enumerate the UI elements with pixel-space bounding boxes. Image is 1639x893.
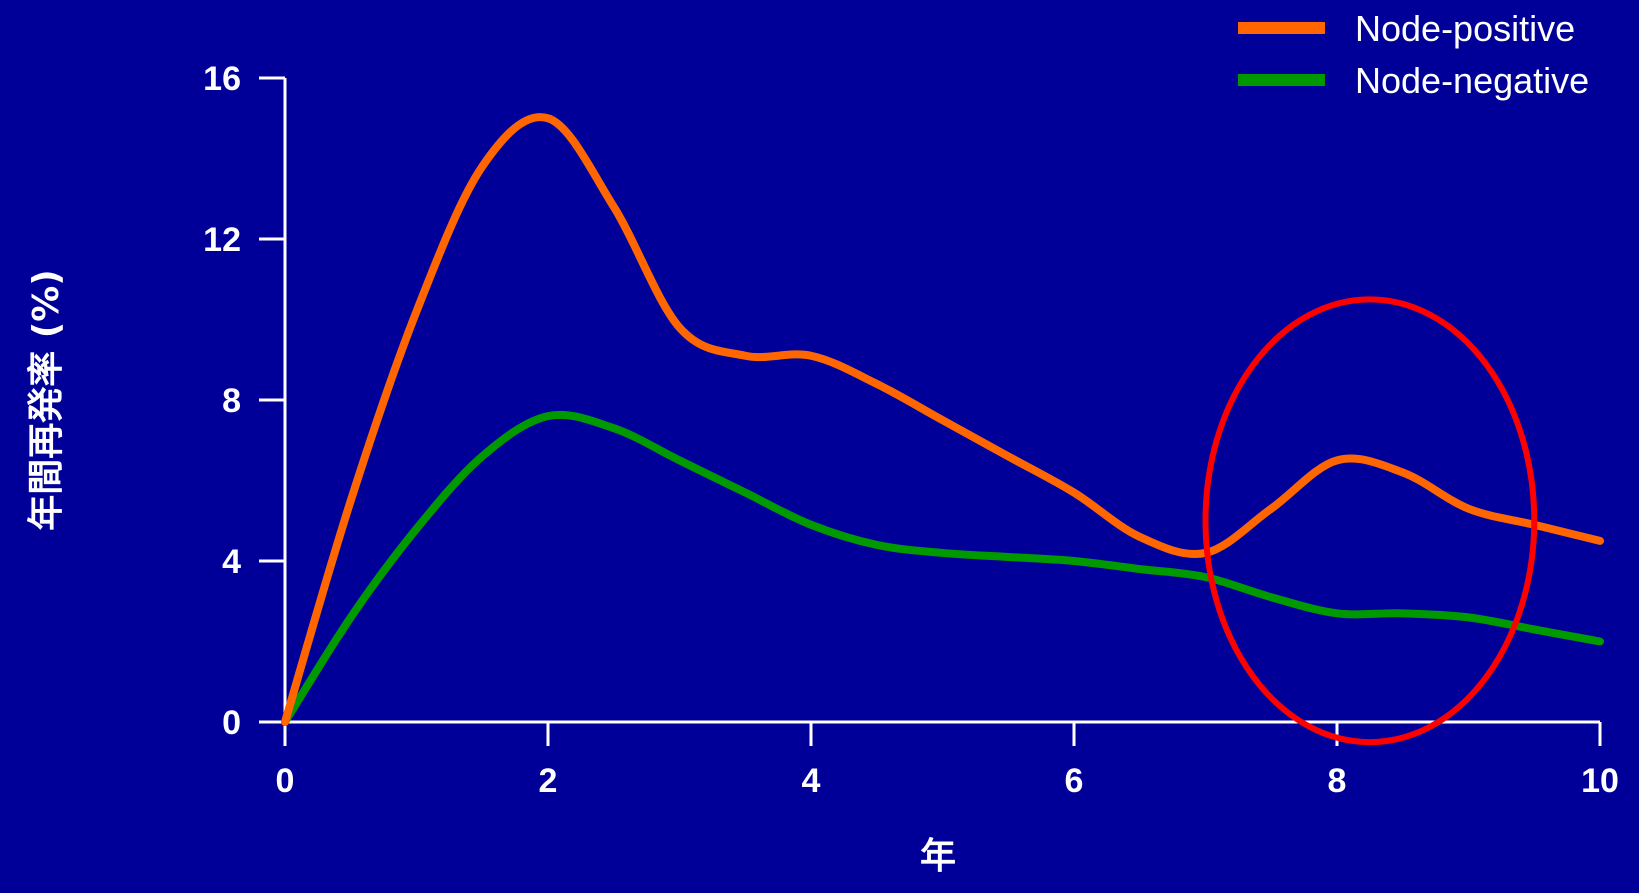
series-line-node-positive (281, 113, 1604, 726)
y-axis-title: 年間再発率 (%) (26, 269, 67, 531)
x-tick-label: 4 (802, 762, 821, 800)
x-axis-title: 年 (920, 836, 956, 877)
y-tick-label: 0 (222, 704, 241, 742)
y-tick-label: 8 (222, 382, 241, 420)
highlight-ellipse (1202, 296, 1538, 746)
series-line-node-negative (281, 410, 1604, 726)
legend-label: Node-positive (1355, 8, 1575, 49)
y-tick-label: 4 (222, 543, 241, 581)
legend-label: Node-negative (1355, 60, 1589, 101)
annotation-layer (1202, 296, 1538, 746)
axes (283, 78, 1600, 724)
y-tick-label: 16 (203, 60, 241, 98)
x-tick-label: 6 (1065, 762, 1084, 800)
x-tick-label: 8 (1328, 762, 1347, 800)
x-tick-label: 10 (1581, 762, 1619, 800)
x-ticks: 0 2 4 6 8 10 (276, 722, 1619, 800)
legend: Node-positive Node-negative (1238, 8, 1589, 101)
y-tick-label: 12 (203, 221, 241, 259)
y-ticks: 0 4 8 12 16 (203, 60, 285, 742)
series-layer (281, 113, 1604, 726)
x-tick-label: 0 (276, 762, 295, 800)
x-tick-label: 2 (539, 762, 558, 800)
